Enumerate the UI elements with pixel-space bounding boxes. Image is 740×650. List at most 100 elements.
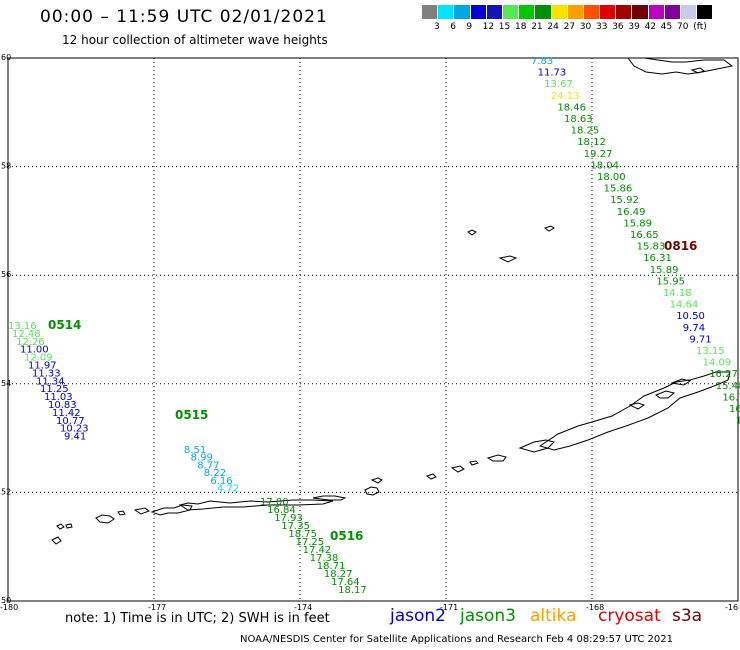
coastline-shape: [425, 473, 437, 480]
scale-swatch: [681, 5, 698, 19]
color-scale: 3 6 9 12 15 18 21 24 27 30 33 36 39 42 45 70 (ft): [422, 5, 714, 32]
scale-label: 33: [596, 22, 608, 32]
scale-swatch: [470, 5, 487, 19]
wave-height-point: 12.26: [16, 337, 45, 348]
wave-height-point: 17.42: [303, 545, 332, 556]
scale-swatch: [664, 5, 681, 19]
wave-height-point: 12.48: [12, 329, 41, 340]
wave-height-point: 14.09: [703, 358, 732, 369]
lat-label: 50: [1, 596, 11, 605]
wave-height-point: 16: [736, 416, 740, 427]
pass-time-label: 0514: [48, 318, 81, 332]
scale-swatch: [551, 5, 568, 19]
wave-height-point: 16.27: [709, 369, 738, 380]
scale-label: 9: [466, 22, 473, 32]
coastline-shape: [690, 67, 706, 74]
wave-height-point: 17.25: [296, 537, 325, 548]
wave-height-point: 13.16: [8, 321, 37, 332]
scale-swatch: [600, 5, 617, 19]
wave-height-point: 7.83: [531, 56, 553, 67]
lon-label: -174: [294, 603, 312, 612]
legend-item-jason3: jason3: [460, 606, 516, 626]
scale-label: 15: [498, 22, 511, 32]
scale-label: 45: [660, 22, 673, 32]
coastline-shape: [543, 225, 555, 232]
wave-height-point: 17.35: [281, 521, 310, 532]
wave-height-point: 9.71: [689, 334, 711, 345]
scale-swatch: [486, 5, 503, 19]
wave-height-point: 8.99: [191, 453, 213, 464]
wave-height-point: 18.25: [571, 126, 600, 137]
coastline-shape: [469, 460, 479, 466]
coastline-shape: [467, 229, 477, 236]
wave-height-point: 8.51: [184, 445, 206, 456]
wave-height-point: 18.00: [597, 172, 626, 183]
wave-height-point: 9.41: [64, 432, 86, 443]
lon-label: -171: [440, 603, 458, 612]
credit-line: NOAA/NESDIS Center for Satellite Applica…: [240, 634, 673, 645]
scale-swatch: [454, 5, 471, 19]
lon-label: -177: [148, 603, 166, 612]
scale-label: 12: [482, 22, 495, 32]
coastline-shape: [312, 495, 347, 501]
scale-label: 42: [644, 22, 657, 32]
pass-time-label: 0516: [330, 529, 363, 543]
coastline-shape: [654, 390, 676, 399]
wave-height-point: 4.72: [217, 484, 239, 495]
color-scale-swatches: [422, 5, 714, 19]
lat-label: 60: [1, 53, 11, 62]
wave-height-point: 14.64: [670, 300, 699, 311]
wave-height-point: 10.77: [56, 416, 85, 427]
wave-height-point: 18.46: [557, 102, 586, 113]
coastline-shape: [56, 523, 65, 530]
wave-height-point: 10.83: [48, 400, 77, 411]
wave-height-point: 6.16: [210, 476, 232, 487]
lon-label: -168: [586, 603, 604, 612]
wave-height-point: 12.09: [24, 353, 53, 364]
wave-height-point: 11.42: [52, 408, 81, 419]
wave-height-point: 16.31: [643, 253, 672, 264]
wave-height-point: 11.00: [20, 345, 49, 356]
scale-label: 30: [579, 22, 592, 32]
wave-height-point: 17.64: [331, 577, 360, 588]
wave-height-point: 17.38: [310, 553, 339, 564]
wave-height-point: 18.71: [317, 561, 346, 572]
scale-swatch: [583, 5, 601, 19]
coastline-shape: [627, 57, 734, 75]
pass-time-label: 0515: [175, 408, 208, 422]
wave-height-point: 8.77: [197, 460, 219, 471]
wave-height-point: 15.92: [610, 195, 639, 206]
lat-label: 56: [1, 270, 11, 279]
scale-label: 21: [531, 22, 543, 32]
wave-height-point: 16.74: [722, 392, 740, 403]
wave-height-point: 18.63: [564, 114, 593, 125]
footer-note: note: 1) Time is in UTC; 2) SWH is in fe…: [65, 611, 330, 626]
scale-label: 39: [628, 22, 640, 32]
map-subtitle: 12 hour collection of altimeter wave hei…: [62, 33, 328, 47]
wave-height-point: 18.17: [338, 585, 367, 596]
coastline-shape: [450, 465, 465, 473]
wave-height-point: 17.00: [260, 497, 289, 508]
coastline-shape: [178, 499, 334, 511]
scale-swatch: [567, 5, 584, 19]
coastline-shape: [538, 371, 731, 451]
coastline-shape: [150, 504, 193, 516]
lon-label: -180: [0, 603, 18, 612]
scale-swatch: [535, 5, 552, 19]
scale-swatch: [519, 5, 536, 19]
wave-height-point: 18.12: [577, 137, 606, 148]
color-scale-labels: 3 6 9 12 15 18 21 24 27 30 33 36 39 42 45 70 (ft): [422, 22, 732, 34]
scale-swatch: [438, 5, 455, 19]
legend-item-jason2: jason2: [390, 606, 446, 626]
wave-height-point: 15.83: [637, 242, 666, 253]
coastline-shape: [133, 507, 151, 515]
coastline-shape: [518, 439, 555, 453]
wave-height-point: 15.89: [650, 265, 679, 276]
wave-height-point: 11.03: [44, 392, 73, 403]
wave-height-point: 11.73: [538, 68, 567, 79]
legend-item-altika: altika: [530, 606, 577, 626]
scale-swatch: [616, 5, 633, 19]
coastline-shape: [51, 536, 62, 545]
wave-height-point: 17.93: [274, 513, 303, 524]
wave-height-point: 24.13: [551, 91, 580, 102]
